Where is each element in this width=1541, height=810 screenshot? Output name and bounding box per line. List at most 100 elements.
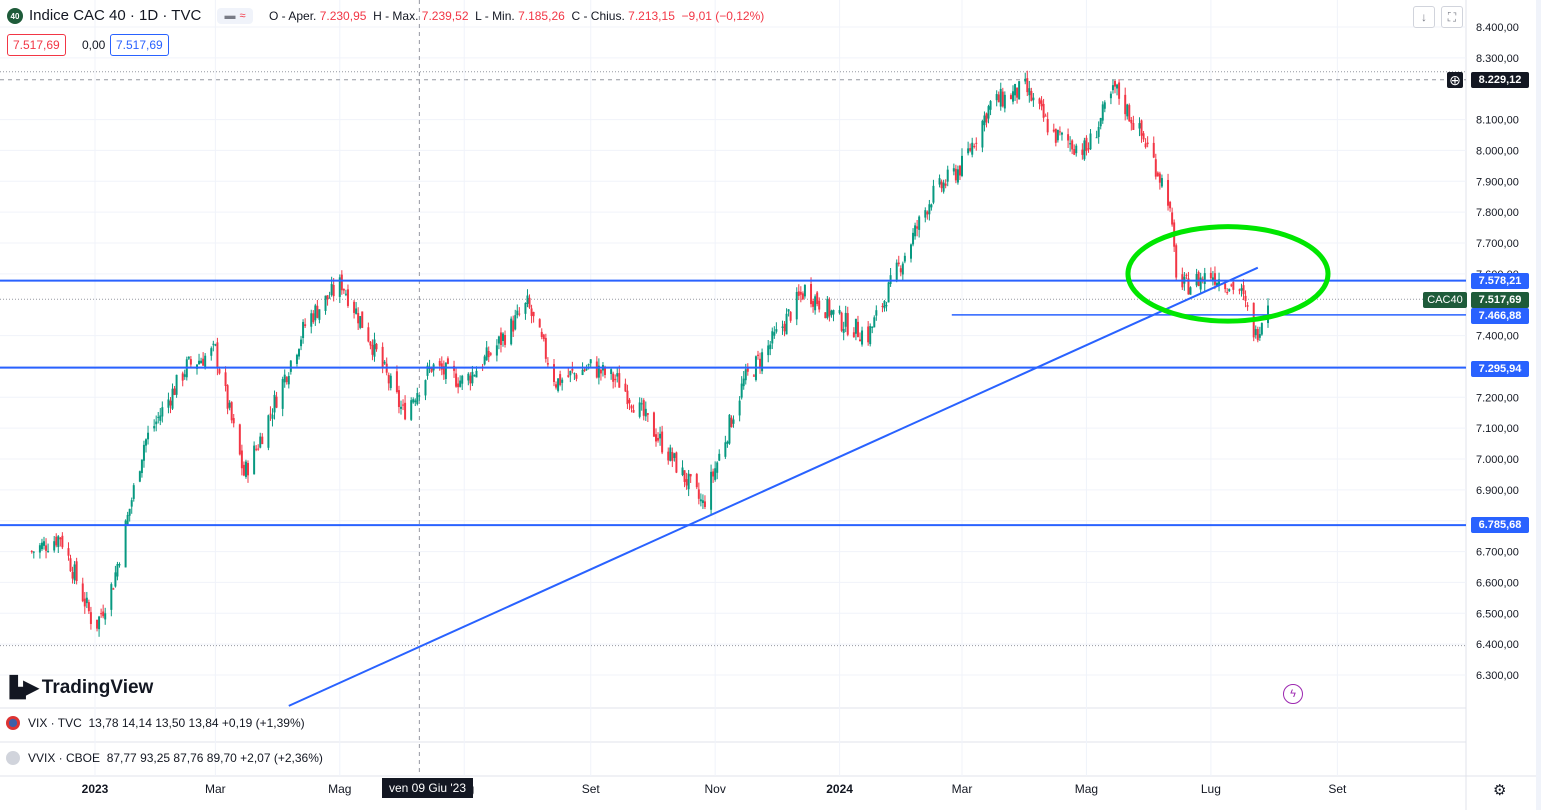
candle-body — [659, 433, 662, 439]
candle-body — [912, 232, 915, 245]
candle-body — [357, 312, 360, 324]
candle-body — [410, 400, 413, 420]
candle-body — [1211, 277, 1214, 281]
settings-icon[interactable]: ⚙ — [1493, 782, 1507, 799]
candle-body — [810, 283, 813, 305]
candle-body — [457, 383, 460, 388]
flash-icon[interactable]: ϟ — [1283, 684, 1303, 704]
tradingview-logo[interactable]: ▙▶ TradingView — [10, 676, 154, 700]
indicator-vix[interactable]: VIX · TVC 13,78 14,14 13,50 13,84 +0,19 … — [6, 716, 305, 730]
candle-body — [167, 399, 170, 408]
candle-body — [455, 373, 458, 387]
candle-body — [1024, 78, 1027, 82]
candle-body — [110, 584, 113, 610]
add-alert-icon[interactable]: ⊕ — [1447, 72, 1463, 88]
candle-body — [1240, 288, 1243, 291]
candle-body — [826, 298, 829, 318]
time-tick-label: 2024 — [826, 782, 853, 796]
candle-body — [1160, 178, 1163, 187]
time-tick-label: Mag — [328, 782, 351, 796]
candle-body — [100, 613, 103, 615]
candle-body — [801, 293, 804, 300]
candle-body — [1197, 272, 1200, 286]
spread-value: 0,00 — [82, 38, 106, 52]
candle-body — [875, 310, 878, 316]
candle-body — [73, 564, 76, 581]
candle-body — [318, 309, 321, 320]
candle-body — [671, 452, 674, 461]
candle-body — [242, 464, 245, 476]
candle-body — [844, 312, 847, 327]
candle-body — [1028, 88, 1031, 96]
candle-body — [744, 369, 747, 381]
candle-body — [304, 324, 307, 327]
candle-body — [1224, 283, 1227, 290]
candle-body — [710, 471, 713, 510]
candle-body — [226, 385, 229, 409]
crosshair-price-label: 8.229,12 — [1471, 72, 1529, 88]
symbol-title[interactable]: Indice CAC 40 · 1D · TVC — [29, 7, 202, 24]
crosshair-date-label: ven 09 Giu '23 — [382, 778, 474, 798]
candle-body — [999, 88, 1002, 107]
candle-body — [1052, 129, 1055, 132]
price-tick-label: 8.300,00 — [1476, 53, 1519, 65]
chart-mode-pill[interactable]: ▬ ≈ — [217, 8, 253, 24]
sell-price-box[interactable]: 7.517,69 — [7, 34, 66, 56]
candle-body — [1097, 126, 1100, 137]
candle-body — [687, 473, 690, 490]
candle-body — [1089, 133, 1092, 150]
candle-body — [83, 598, 86, 607]
candle-body — [830, 310, 833, 316]
candle-body — [59, 537, 62, 540]
candle-body — [446, 358, 449, 364]
fullscreen-icon[interactable]: ⛶ — [1441, 6, 1463, 28]
level-label-1: 7.578,21 — [1471, 273, 1529, 289]
trend-line — [288, 266, 1259, 707]
candle-body — [261, 436, 264, 445]
candle-body — [471, 371, 474, 384]
candle-body — [187, 356, 190, 359]
time-tick-label: Mag — [1075, 782, 1098, 796]
candle-body — [212, 343, 215, 345]
candle-body — [583, 369, 586, 371]
candle-body — [1073, 149, 1076, 155]
candle-body — [1258, 334, 1261, 338]
candle-body — [1099, 118, 1102, 127]
candle-body — [300, 339, 303, 347]
candle-body — [787, 309, 790, 312]
candle-body — [132, 485, 135, 499]
candle-body — [932, 185, 935, 203]
tv-logo-icon: ▙▶ — [10, 677, 39, 699]
candle-body — [624, 383, 627, 392]
candle-body — [181, 373, 184, 381]
candle-body — [1244, 295, 1247, 301]
price-tick-label: 6.700,00 — [1476, 547, 1519, 559]
candle-body — [869, 326, 872, 345]
candle-body — [889, 275, 892, 284]
candle-body — [759, 358, 762, 367]
candle-body — [512, 320, 515, 332]
indicator-vvix[interactable]: VVIX · CBOE 87,77 93,25 87,76 89,70 +2,0… — [6, 751, 323, 765]
candle-body — [887, 282, 890, 303]
candle-body — [661, 431, 664, 453]
level-label-4: 6.785,68 — [1471, 517, 1529, 533]
candle-body — [1060, 132, 1063, 135]
candle-body — [1046, 118, 1049, 133]
candle-body — [742, 378, 745, 387]
buy-price-box[interactable]: 7.517,69 — [110, 34, 169, 56]
candle-body — [789, 311, 792, 321]
candle-body — [71, 572, 74, 579]
candle-body — [438, 360, 441, 366]
candle-body — [553, 364, 555, 382]
candle-body — [967, 148, 970, 154]
candle-body — [147, 432, 150, 440]
download-icon[interactable]: ↓ — [1413, 6, 1435, 28]
candle-body — [832, 310, 835, 315]
candle-body — [1018, 81, 1021, 100]
candle-body — [1189, 287, 1192, 295]
candle-body — [57, 536, 60, 548]
time-tick-label: Nov — [704, 782, 725, 796]
candle-body — [1056, 129, 1059, 141]
